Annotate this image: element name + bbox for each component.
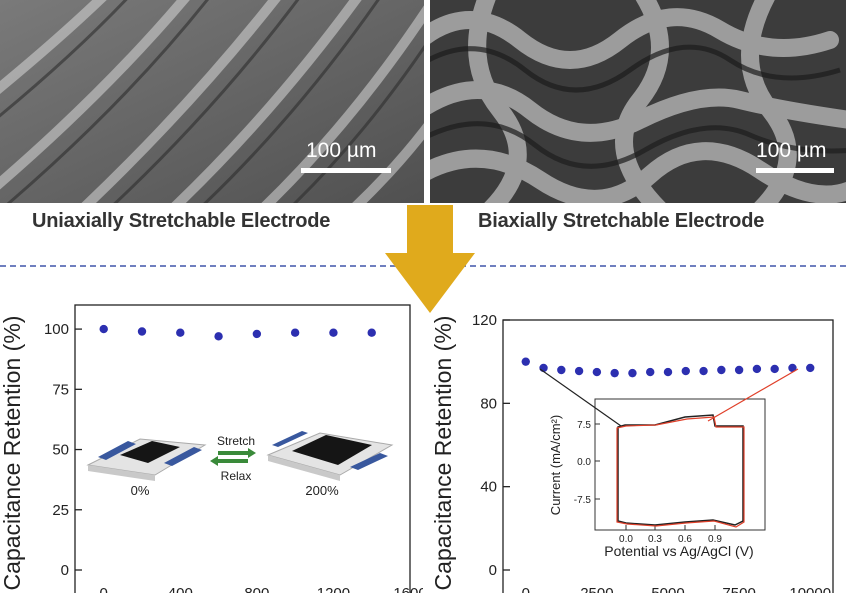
data-point xyxy=(367,328,376,337)
cv-curve-initial xyxy=(617,414,744,526)
x-tick-label: 2500 xyxy=(580,585,613,593)
data-point xyxy=(610,368,619,378)
cv-x-tick-label: 0.6 xyxy=(678,534,692,545)
inset-label-200pct: 200% xyxy=(305,483,339,498)
x-tick-label: 10000 xyxy=(789,585,831,593)
data-point xyxy=(628,368,637,378)
data-point xyxy=(176,328,185,337)
y-tick-label: 75 xyxy=(52,381,69,398)
cv-x-tick-label: 0.3 xyxy=(648,534,662,545)
data-point xyxy=(290,328,300,337)
scale-bar-left xyxy=(301,168,391,173)
plot-frame xyxy=(74,304,411,593)
y-tick-label: 80 xyxy=(480,395,497,412)
scale-label-left: 100 µm xyxy=(306,139,377,162)
x-tick-label: 7500 xyxy=(722,585,755,593)
data-point xyxy=(214,332,223,341)
data-point xyxy=(252,329,262,339)
data-point xyxy=(137,327,147,336)
inset-cv-plot: 0.0 0.3 0.6 0.9 -7.5 0.0 7.5 xyxy=(539,368,799,545)
x-tick-label: 400 xyxy=(168,585,193,593)
caption-uniaxial: Uniaxially Stretchable Electrode xyxy=(32,210,331,232)
x-tick-label: 800 xyxy=(244,585,269,593)
inset-label-relax: Relax xyxy=(221,469,252,483)
data-point xyxy=(329,328,338,337)
cv-y-tick-label: 7.5 xyxy=(577,420,591,431)
cv-y-tick-label: -7.5 xyxy=(574,495,592,506)
x-tick-label: 0 xyxy=(522,585,530,593)
sem-image-biaxial: 100 µm xyxy=(430,0,846,203)
data-point xyxy=(646,367,655,377)
chart-left: Capacitance Retention (%) 0 25 50 75 100 0 400… xyxy=(0,304,423,593)
plot-frame xyxy=(502,319,834,593)
data-point xyxy=(574,366,584,376)
inset-label-stretch: Stretch xyxy=(217,434,255,448)
data-point xyxy=(699,366,708,376)
data-point xyxy=(717,365,726,375)
sem-image-uniaxial: 100 µm xyxy=(0,0,424,203)
data-point xyxy=(663,367,673,377)
cv-y-tick-label: 0.0 xyxy=(577,457,591,468)
x-tick-label: 5000 xyxy=(651,585,684,593)
x-tick-label: 1600 xyxy=(393,585,423,593)
cv-x-tick-label: 0.0 xyxy=(619,534,633,545)
down-arrow-icon xyxy=(385,205,475,313)
data-point xyxy=(99,324,108,334)
caption-biaxial: Biaxially Stretchable Electrode xyxy=(478,210,765,232)
y-tick-label: 100 xyxy=(44,321,69,338)
inset-cv-ylabel: Current (mA/cm²) xyxy=(548,415,563,515)
arrow-to-final xyxy=(707,368,799,422)
chart-right-ylabel: Capacitance Retention (%) xyxy=(430,316,456,591)
inset-device-illustration xyxy=(86,431,394,481)
data-point xyxy=(557,365,566,375)
data-point xyxy=(770,364,779,374)
scale-bar-right xyxy=(756,168,834,173)
arrow-to-initial xyxy=(539,368,622,427)
y-tick-label: 0 xyxy=(61,562,69,579)
y-tick-label: 25 xyxy=(52,502,69,519)
x-tick-label: 0 xyxy=(100,585,108,593)
cv-x-tick-label: 0.9 xyxy=(708,534,722,545)
y-tick-label: 40 xyxy=(480,479,497,496)
data-point xyxy=(788,363,797,373)
inset-label-0pct: 0% xyxy=(131,483,150,498)
scale-label-right: 100 µm xyxy=(756,139,827,162)
cv-curve-final xyxy=(616,416,745,528)
y-tick-label: 120 xyxy=(472,312,497,329)
data-point xyxy=(592,367,602,377)
y-tick-label: 50 xyxy=(52,442,69,459)
data-point xyxy=(681,366,690,376)
data-point xyxy=(806,363,815,373)
chart-right: Capacitance Retention (%) 0 40 80 120 0 2500 5… xyxy=(430,312,834,593)
inset-cv-xlabel: Potential vs Ag/AgCl (V) xyxy=(604,543,753,559)
y-tick-label: 0 xyxy=(489,562,497,579)
data-point xyxy=(752,364,762,374)
data-point xyxy=(521,357,530,366)
data-point xyxy=(734,365,744,375)
chart-left-ylabel: Capacitance Retention (%) xyxy=(0,316,25,591)
